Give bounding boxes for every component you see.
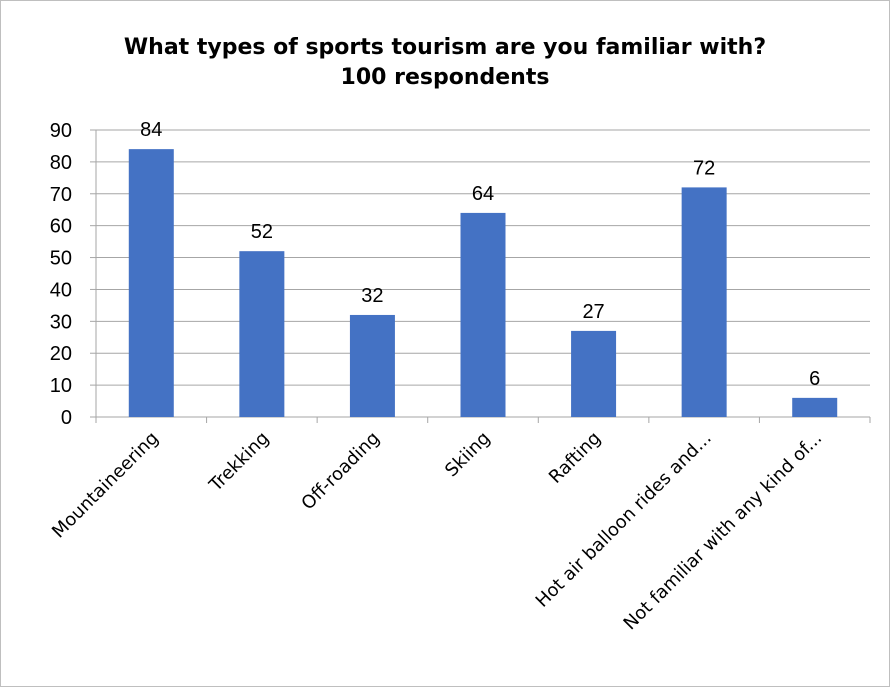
y-tick-label: 20	[50, 343, 72, 365]
chart-title-block: What types of sports tourism are you fam…	[1, 33, 889, 93]
category-label: Off-roading	[297, 428, 384, 515]
data-label: 64	[472, 183, 494, 205]
data-label: 72	[693, 157, 715, 179]
y-tick-label: 60	[50, 216, 72, 238]
data-labels: 84 52 32 64 27 72 6	[140, 119, 820, 390]
bar-4	[571, 330, 617, 417]
y-tick-labels: 0 10 20 30 40 50 60 70 80 90	[50, 120, 72, 429]
chart-subtitle: 100 respondents	[340, 65, 550, 90]
data-label: 27	[582, 301, 604, 323]
bar-1	[239, 251, 285, 417]
x-tick-labels: Mountaineering Trekking Off-roading Skiing R…	[48, 428, 826, 635]
bar-3	[460, 212, 506, 417]
category-label: Trekking	[205, 428, 274, 497]
chart-title: What types of sports tourism are you fam…	[123, 35, 767, 60]
category-label: Hot air balloon rides and...	[532, 428, 716, 612]
bar-2	[349, 314, 395, 417]
data-label: 52	[251, 221, 273, 243]
bar-5	[681, 187, 727, 417]
data-label: 6	[809, 368, 820, 390]
y-tick-label: 30	[50, 311, 72, 333]
category-label: Rafting	[545, 428, 605, 488]
category-label: Mountaineering	[48, 428, 163, 543]
y-tick-label: 80	[50, 152, 72, 174]
bar-6	[792, 397, 838, 417]
y-tick-label: 10	[50, 375, 72, 397]
bars	[128, 149, 838, 417]
y-tick-label: 90	[50, 120, 72, 142]
y-tick-label: 70	[50, 184, 72, 206]
y-tick-label: 40	[50, 279, 72, 301]
data-label: 84	[140, 119, 162, 141]
category-label: Not familiar with any kind of...	[620, 428, 827, 635]
category-label: Skiing	[441, 428, 495, 482]
data-label: 32	[361, 285, 383, 307]
y-tick-label: 50	[50, 248, 72, 270]
bar-0	[128, 149, 174, 417]
y-tick-label: 0	[61, 407, 72, 429]
